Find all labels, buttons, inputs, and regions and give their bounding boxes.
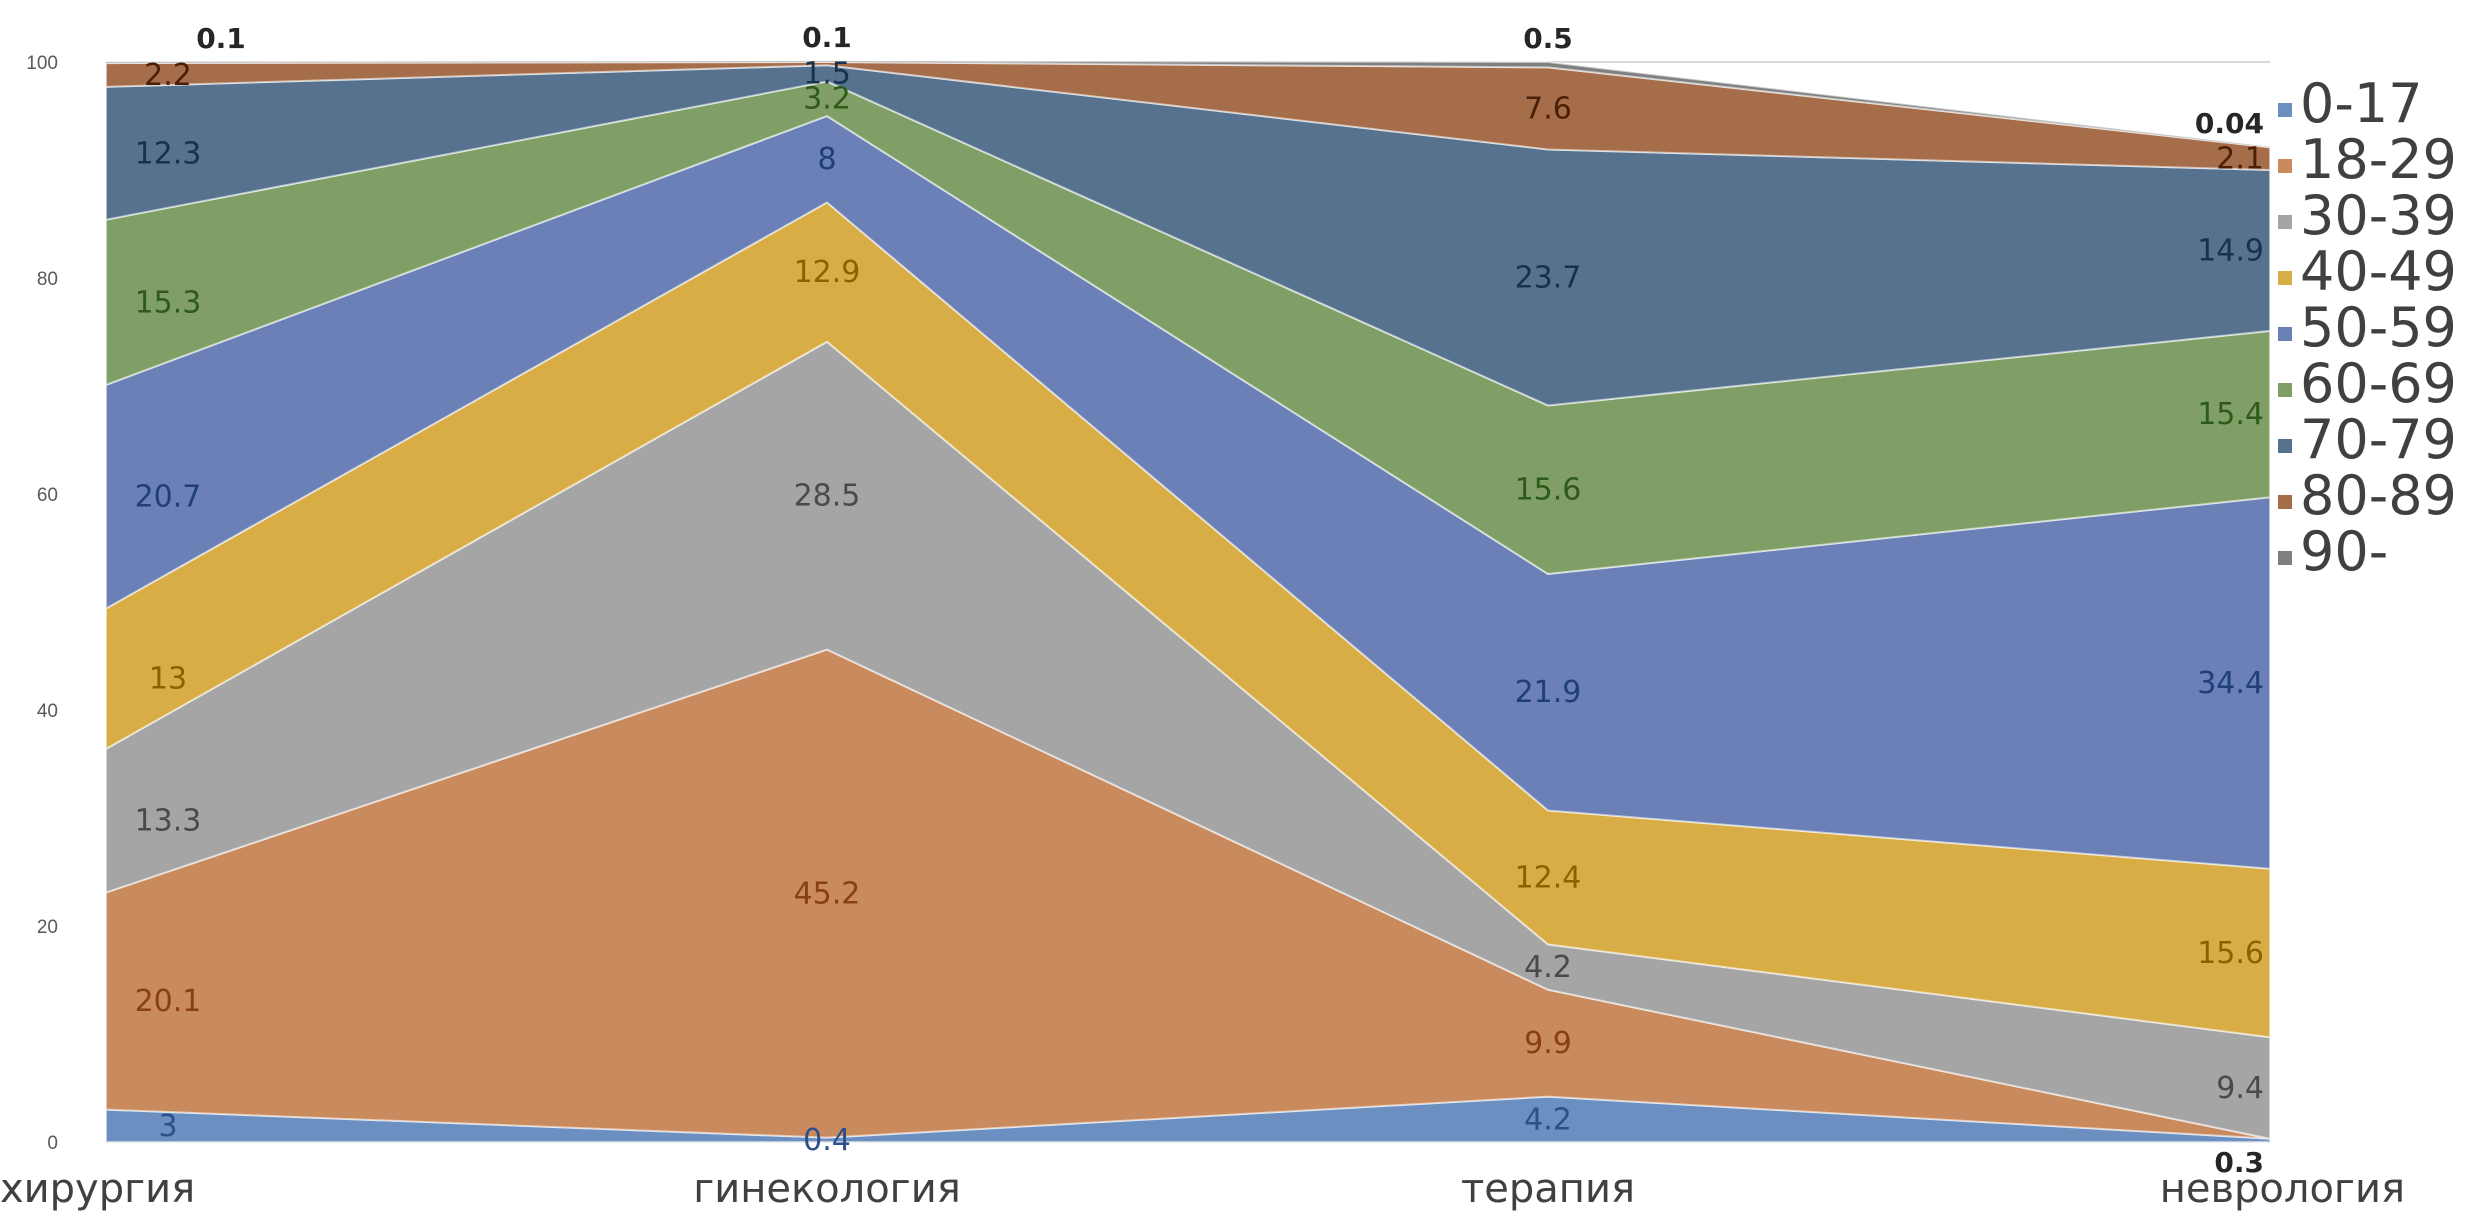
data-label-18-29-2: 9.9: [1524, 1026, 1572, 1061]
legend-label-40-49: 40-49: [2300, 240, 2457, 303]
data-label-50-59-2: 21.9: [1515, 675, 1582, 710]
data-label-90--3: 0.04: [2195, 107, 2264, 140]
x-category-label: неврология: [2160, 1166, 2405, 1212]
data-labels: 3 0.4 4.2 0.3 20.1 45.2 9.9 13.3 28.5 4.2 9.4 13 12.…: [135, 21, 2264, 1179]
data-label-30-39-2: 4.2: [1524, 950, 1572, 985]
data-label-0-17-0: 3: [158, 1109, 177, 1144]
data-label-60-69-2: 15.6: [1515, 473, 1582, 508]
data-label-40-49-1: 12.9: [794, 255, 861, 290]
legend-label-18-29: 18-29: [2300, 128, 2457, 191]
data-label-80-89-3: 2.1: [2216, 142, 2264, 177]
area-series: [105, 59, 2271, 1143]
x-category-label: гинекология: [693, 1166, 961, 1212]
y-tick-label: 40: [37, 701, 58, 722]
legend-swatch-80-89: [2278, 495, 2292, 509]
data-label-50-59-1: 8: [817, 142, 836, 177]
data-label-30-39-0: 13.3: [135, 804, 202, 839]
y-tick-label: 80: [37, 269, 58, 290]
legend-swatch-60-69: [2278, 383, 2292, 397]
data-label-50-59-3: 34.4: [2197, 666, 2264, 701]
y-tick-label: 60: [37, 485, 58, 506]
x-category-label: терапия: [1461, 1166, 1635, 1212]
data-label-40-49-0: 13: [149, 662, 187, 697]
legend: 0-1718-2930-3940-4950-5960-6970-7980-899…: [2278, 72, 2457, 583]
data-label-0-17-1: 0.4: [803, 1123, 851, 1158]
data-label-0-17-2: 4.2: [1524, 1102, 1572, 1137]
legend-label-90-: 90-: [2300, 520, 2388, 583]
legend-label-70-79: 70-79: [2300, 408, 2457, 471]
legend-label-80-89: 80-89: [2300, 464, 2457, 527]
data-label-40-49-3: 15.6: [2197, 936, 2264, 971]
data-label-80-89-2: 7.6: [1524, 91, 1572, 126]
data-label-18-29-1: 45.2: [794, 877, 861, 912]
x-category-label: хирургия: [0, 1166, 195, 1212]
legend-swatch-90-: [2278, 551, 2292, 565]
legend-swatch-30-39: [2278, 215, 2292, 229]
data-label-70-79-3: 14.9: [2197, 233, 2264, 268]
legend-swatch-0-17: [2278, 103, 2292, 117]
data-label-90--2: 0.5: [1523, 22, 1573, 55]
axes: 0 20 40 60 80 100 хирургия гинекология терапия не…: [0, 53, 2405, 1212]
data-label-0-17-3: 0.3: [2214, 1146, 2264, 1179]
y-tick-label: 0: [47, 1133, 58, 1154]
data-label-40-49-2: 12.4: [1515, 860, 1582, 895]
data-label-90--1: 0.1: [802, 21, 852, 54]
legend-label-50-59: 50-59: [2300, 296, 2457, 359]
legend-swatch-40-49: [2278, 271, 2292, 285]
data-label-70-79-1: 1.5: [803, 56, 851, 91]
data-label-90--0: 0.1: [196, 22, 246, 55]
legend-label-0-17: 0-17: [2300, 72, 2423, 135]
data-label-60-69-3: 15.4: [2197, 397, 2264, 432]
data-label-60-69-0: 15.3: [135, 285, 202, 320]
data-label-70-79-0: 12.3: [135, 136, 202, 171]
legend-swatch-50-59: [2278, 327, 2292, 341]
y-tick-label: 20: [37, 917, 58, 938]
y-tick-label: 100: [26, 53, 58, 74]
data-label-18-29-0: 20.1: [135, 984, 202, 1019]
legend-swatch-18-29: [2278, 159, 2292, 173]
data-label-30-39-1: 28.5: [794, 479, 861, 514]
data-label-50-59-0: 20.7: [135, 480, 202, 515]
data-label-70-79-2: 23.7: [1515, 260, 1582, 295]
legend-swatch-70-79: [2278, 439, 2292, 453]
data-label-60-69-1: 3.2: [803, 82, 851, 117]
data-label-80-89-0: 2.2: [144, 58, 192, 93]
legend-label-30-39: 30-39: [2300, 184, 2457, 247]
data-label-30-39-3: 9.4: [2216, 1071, 2264, 1106]
area-series-90-: [105, 59, 2271, 149]
legend-label-60-69: 60-69: [2300, 352, 2457, 415]
